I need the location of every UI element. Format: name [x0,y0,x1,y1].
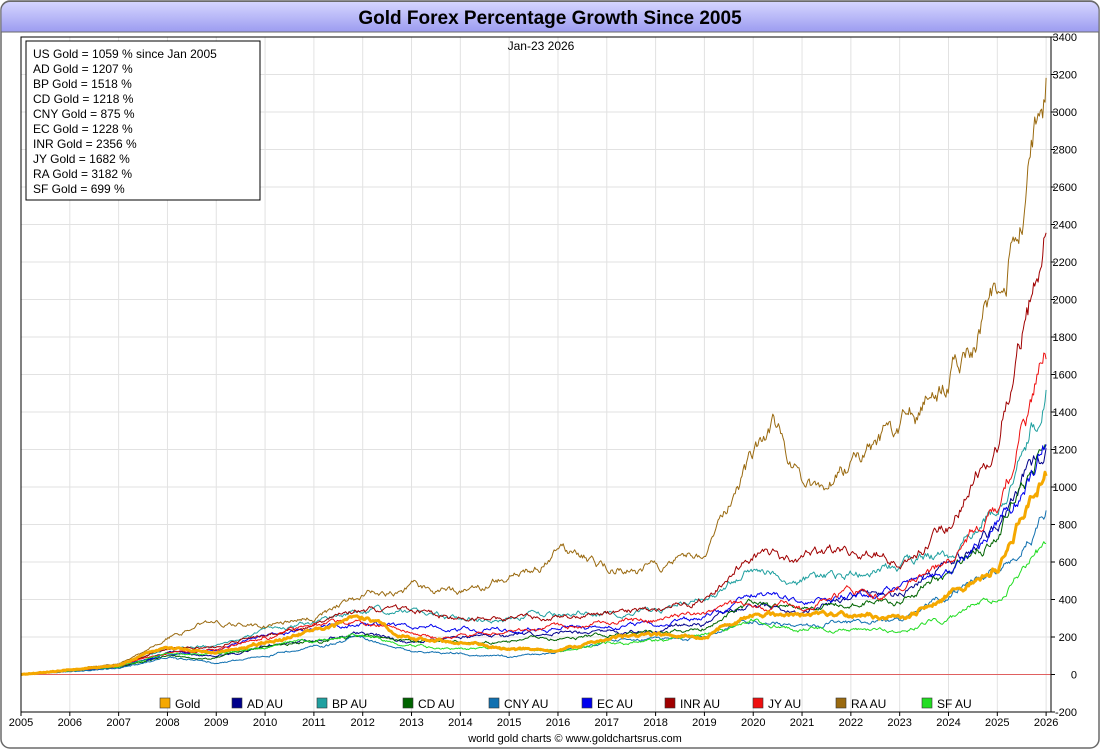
legend-swatch [835,697,847,709]
legend-swatch [231,697,243,709]
y-axis: -200 0 200 400 600 800 1000 1200 1400 1600 1800 200… [1051,32,1077,719]
series-line [21,448,1047,676]
x-tick-label: 2021 [790,717,814,729]
y-tick-label: -200 [1055,707,1077,719]
legend-label: AD AU [247,697,283,711]
x-tick-label: 2017 [595,717,619,729]
x-tick-label: 2025 [985,717,1009,729]
y-tick-label: 3400 [1053,32,1077,44]
summary-line: CNY Gold = 875 % [33,107,135,121]
legend-swatch [316,697,328,709]
y-tick-label: 400 [1059,595,1077,607]
series-line [21,444,1047,676]
date-label: Jan-23 2026 [508,39,575,53]
x-tick-label: 2011 [302,717,326,729]
y-tick-label: 1400 [1053,407,1077,419]
summary-line: SF Gold = 699 % [33,182,125,196]
legend-label: EC AU [597,697,633,711]
y-tick-label: 2200 [1053,257,1077,269]
series-line [21,232,1047,676]
x-tick-label: 2013 [399,717,423,729]
summary-line: INR Gold = 2356 % [33,137,137,151]
series-line [21,510,1047,676]
x-tick-label: 2008 [155,717,179,729]
x-tick-label: 2016 [546,717,570,729]
legend-swatch [752,697,764,709]
x-tick-label: 2024 [936,717,960,729]
series-lines [21,77,1048,676]
x-tick-label: 2014 [448,717,472,729]
legend-label: BP AU [332,697,367,711]
y-tick-label: 1200 [1053,445,1077,457]
y-tick-label: 1800 [1053,332,1077,344]
series-line [21,77,1047,676]
title-bar [0,1,1100,33]
y-tick-label: 2000 [1053,295,1077,307]
summary-line: US Gold = 1059 % since Jan 2005 [33,47,217,61]
y-tick-label: 2600 [1053,182,1077,194]
legend-label: INR AU [680,697,720,711]
summary-line: EC Gold = 1228 % [33,122,133,136]
y-tick-label: 2400 [1053,220,1077,232]
y-tick-label: 3000 [1053,107,1077,119]
legend: Gold AD AU BP AU CD AU CNY AU EC AU INR AU JY A… [159,697,972,711]
series-line [21,470,1048,676]
legend-swatch [402,697,414,709]
y-tick-label: 600 [1059,557,1077,569]
x-tick-label: 2005 [9,717,33,729]
x-tick-label: 2020 [741,717,765,729]
x-tick-label: 2018 [643,717,667,729]
legend-swatch [488,697,500,709]
summary-line: RA Gold = 3182 % [33,167,132,181]
legend-swatch [159,697,171,709]
x-tick-label: 2026 [1034,717,1058,729]
legend-label: CNY AU [504,697,548,711]
summary-line: BP Gold = 1518 % [33,77,132,91]
legend-label: RA AU [851,697,886,711]
y-tick-label: 2800 [1053,145,1077,157]
legend-swatch [664,697,676,709]
footer-credit: world gold charts © www.goldchartsrus.co… [467,733,682,745]
y-tick-label: 1600 [1053,370,1077,382]
legend-label: SF AU [937,697,972,711]
chart-title: Gold Forex Percentage Growth Since 2005 [358,8,742,29]
x-tick-label: 2012 [350,717,374,729]
y-tick-label: 800 [1059,520,1077,532]
y-tick-label: 1000 [1053,482,1077,494]
legend-swatch [921,697,933,709]
x-tick-label: 2010 [253,717,277,729]
x-tick-label: 2023 [887,717,911,729]
legend-swatch [581,697,593,709]
summary-line: JY Gold = 1682 % [33,152,130,166]
legend-label: Gold [175,697,200,711]
x-tick-label: 2006 [58,717,82,729]
series-line [21,389,1047,675]
summary-line: CD Gold = 1218 % [33,92,134,106]
y-tick-label: 3200 [1053,70,1077,82]
y-tick-label: 0 [1071,670,1077,682]
x-tick-label: 2019 [692,717,716,729]
x-tick-label: 2022 [839,717,863,729]
x-axis: 2005 2006 2007 2008 2009 2010 2011 2012 2013 2014… [9,712,1058,729]
legend-label: CD AU [418,697,455,711]
x-tick-label: 2007 [106,717,130,729]
x-tick-label: 2009 [204,717,228,729]
legend-label: JY AU [768,697,801,711]
summary-line: AD Gold = 1207 % [33,62,133,76]
x-tick-label: 2015 [497,717,521,729]
y-tick-label: 200 [1059,632,1077,644]
